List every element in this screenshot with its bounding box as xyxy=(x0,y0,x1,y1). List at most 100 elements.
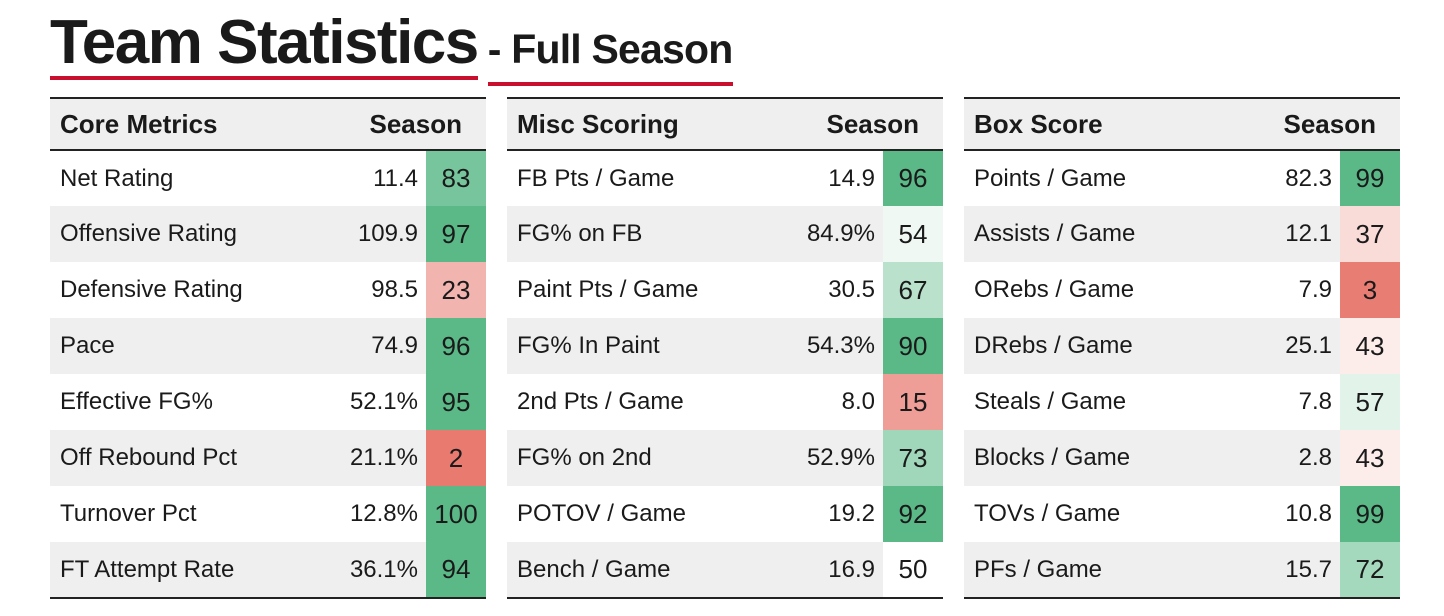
table-row: Points / Game 82.3 99 xyxy=(964,150,1400,206)
percentile-cell: 43 xyxy=(1340,430,1400,486)
percentile-cell: 100 xyxy=(426,486,486,542)
stat-label: Pace xyxy=(50,318,320,374)
stat-value: 16.9 xyxy=(777,542,883,599)
page-title-row: Team Statistics - Full Season xyxy=(50,10,733,86)
stat-value: 52.1% xyxy=(349,388,418,415)
percentile-cell: 3 xyxy=(1340,262,1400,318)
percentile-cell: 99 xyxy=(1340,150,1400,206)
stat-value: 36.1% xyxy=(320,542,426,599)
percentile-cell: 37 xyxy=(1340,206,1400,262)
stat-value: 12.8% xyxy=(349,500,418,527)
stat-label: ORebs / Game xyxy=(974,276,1135,303)
stat-value: 52.9% xyxy=(777,430,883,486)
page-subtitle: - Full Season xyxy=(487,16,733,86)
stat-label: Effective FG% xyxy=(60,388,213,415)
stat-label: PFs / Game xyxy=(964,542,1234,599)
stat-value: 74.9 xyxy=(320,318,426,374)
table-row: PFs / Game 15.7 72 xyxy=(964,542,1400,599)
percentile-cell: 96 xyxy=(426,318,486,374)
table-row: Defensive Rating 98.5 23 xyxy=(50,262,486,318)
stat-label: Blocks / Game xyxy=(964,430,1234,486)
table-row: ORebs / Game 7.9 3 xyxy=(964,262,1400,318)
table-row: FB Pts / Game 14.9 96 xyxy=(507,150,943,206)
stat-value: 11.4 xyxy=(373,164,418,192)
table-row: Offensive Rating 109.9 97 xyxy=(50,206,486,262)
table-row: Turnover Pct 12.8% 100 xyxy=(50,486,486,542)
stat-label: FT Attempt Rate xyxy=(50,542,320,599)
stat-value: 14.9 xyxy=(828,164,875,192)
percentile-cell: 90 xyxy=(883,318,943,374)
stat-label: FG% In Paint xyxy=(507,318,777,374)
table-row: Paint Pts / Game 30.5 67 xyxy=(507,262,943,318)
table-header-row: Misc Scoring Season xyxy=(507,97,943,151)
percentile-cell: 95 xyxy=(426,374,486,430)
stat-value: 109.9 xyxy=(320,206,426,262)
percentile-cell: 43 xyxy=(1340,318,1400,374)
stat-label: Paint Pts / Game xyxy=(517,276,699,303)
table-row: 2nd Pts / Game 8.0 15 xyxy=(507,374,943,430)
stat-label: FB Pts / Game xyxy=(517,164,675,192)
panel-header: Core Metrics xyxy=(50,97,320,151)
table-header-row: Box Score Season xyxy=(964,97,1400,151)
stat-value: 8.0 xyxy=(841,388,875,415)
percentile-cell: 15 xyxy=(883,374,943,430)
stat-label: Net Rating xyxy=(60,164,174,192)
stat-label: Off Rebound Pct xyxy=(50,430,320,486)
stat-label: Points / Game xyxy=(974,164,1127,192)
panel-header: Misc Scoring xyxy=(507,97,777,151)
stat-value: 30.5 xyxy=(828,276,875,303)
table-row: FG% In Paint 54.3% 90 xyxy=(507,318,943,374)
percentile-cell: 2 xyxy=(426,430,486,486)
stat-value: 12.1 xyxy=(1234,206,1340,262)
stat-label: POTOV / Game xyxy=(517,500,686,527)
stat-label: Offensive Rating xyxy=(50,206,320,262)
stats-table: Misc Scoring Season FB Pts / Game 14.9 96 FG%… xyxy=(507,97,943,599)
percentile-cell: 92 xyxy=(883,486,943,542)
stat-label: Bench / Game xyxy=(507,542,777,599)
percentile-cell: 97 xyxy=(426,206,486,262)
stat-value: 98.5 xyxy=(371,276,418,303)
table-row: Assists / Game 12.1 37 xyxy=(964,206,1400,262)
stat-label: DRebs / Game xyxy=(964,318,1234,374)
percentile-cell: 96 xyxy=(883,150,943,206)
table-row: Bench / Game 16.9 50 xyxy=(507,542,943,599)
stat-value: 82.3 xyxy=(1285,164,1332,192)
percentile-cell: 67 xyxy=(883,262,943,318)
season-header: Season xyxy=(1234,97,1400,151)
page-title: Team Statistics xyxy=(50,10,479,80)
panel-header: Box Score xyxy=(964,97,1234,151)
stats-table: Core Metrics Season Net Rating 11.4 83 Offens… xyxy=(50,97,486,599)
stat-label: TOVs / Game xyxy=(974,500,1121,527)
panel-box-score: Box Score Season Points / Game 82.3 99 Assist… xyxy=(964,97,1400,599)
percentile-cell: 72 xyxy=(1340,542,1400,599)
panel-core-metrics: Core Metrics Season Net Rating 11.4 83 Offens… xyxy=(50,97,486,599)
percentile-cell: 50 xyxy=(883,542,943,599)
stat-value: 19.2 xyxy=(828,500,875,527)
stat-value: 7.9 xyxy=(1298,276,1332,303)
table-row: Blocks / Game 2.8 43 xyxy=(964,430,1400,486)
stat-label: Steals / Game xyxy=(974,388,1127,415)
stat-label: 2nd Pts / Game xyxy=(517,388,684,415)
stat-value: 84.9% xyxy=(777,206,883,262)
percentile-cell: 94 xyxy=(426,542,486,599)
percentile-cell: 83 xyxy=(426,150,486,206)
stat-label: Defensive Rating xyxy=(60,276,243,303)
stat-value: 54.3% xyxy=(777,318,883,374)
table-row: FT Attempt Rate 36.1% 94 xyxy=(50,542,486,599)
stat-value: 2.8 xyxy=(1234,430,1340,486)
table-row: POTOV / Game 19.2 92 xyxy=(507,486,943,542)
table-row: Pace 74.9 96 xyxy=(50,318,486,374)
stat-label: FG% on 2nd xyxy=(507,430,777,486)
table-row: TOVs / Game 10.8 99 xyxy=(964,486,1400,542)
table-row: Net Rating 11.4 83 xyxy=(50,150,486,206)
stat-label: Turnover Pct xyxy=(60,500,197,527)
percentile-cell: 73 xyxy=(883,430,943,486)
table-row: Off Rebound Pct 21.1% 2 xyxy=(50,430,486,486)
stat-value: 21.1% xyxy=(320,430,426,486)
percentile-cell: 57 xyxy=(1340,374,1400,430)
percentile-cell: 23 xyxy=(426,262,486,318)
stats-table: Box Score Season Points / Game 82.3 99 Assist… xyxy=(964,97,1400,599)
table-row: FG% on FB 84.9% 54 xyxy=(507,206,943,262)
percentile-cell: 99 xyxy=(1340,486,1400,542)
percentile-cell: 54 xyxy=(883,206,943,262)
